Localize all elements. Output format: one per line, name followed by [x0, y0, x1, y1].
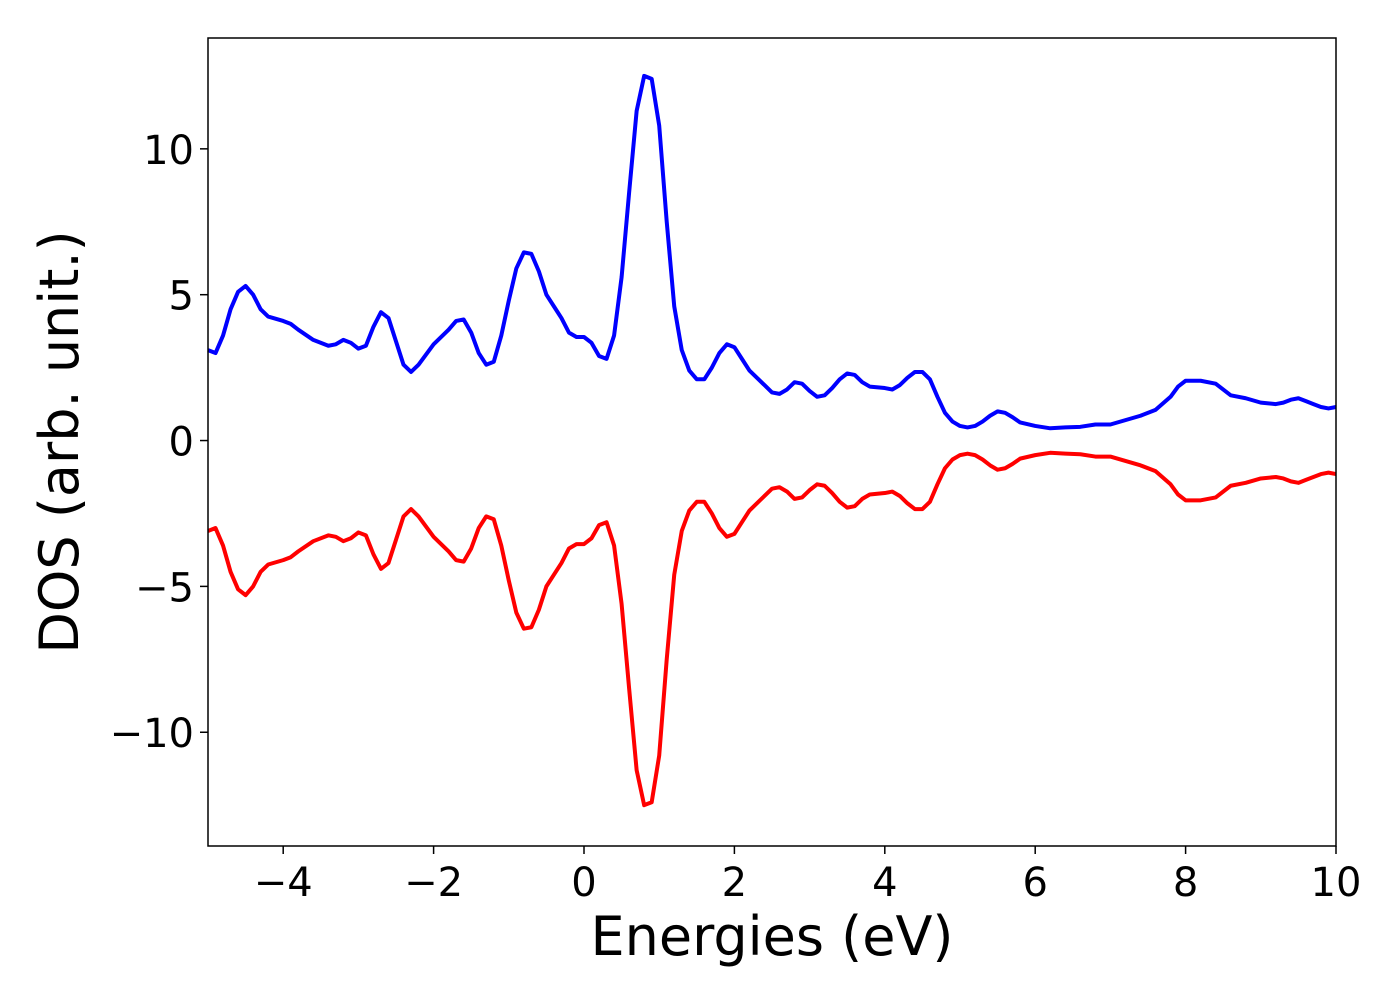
x-tick-label: 10: [1311, 860, 1362, 906]
x-tick-label: 0: [571, 860, 596, 906]
x-tick-label: −2: [404, 860, 463, 906]
x-tick-label: 8: [1173, 860, 1198, 906]
x-axis-label: Energies (eV): [591, 905, 954, 968]
x-tick-label: −4: [254, 860, 313, 906]
y-tick-label: 0: [169, 420, 194, 466]
x-tick-label: 4: [872, 860, 897, 906]
y-tick-label: −5: [135, 565, 194, 611]
x-tick-label: 2: [722, 860, 747, 906]
y-tick-label: 5: [169, 274, 194, 320]
dos-line: [207, 450, 1337, 808]
y-tick-label: −10: [110, 711, 194, 757]
dos-line: [207, 73, 1337, 431]
y-tick-label: 10: [143, 128, 194, 174]
x-tick-label: 6: [1022, 860, 1047, 906]
y-axis-label: DOS (arb. unit.): [28, 230, 91, 653]
plot-frame: [207, 37, 1337, 847]
